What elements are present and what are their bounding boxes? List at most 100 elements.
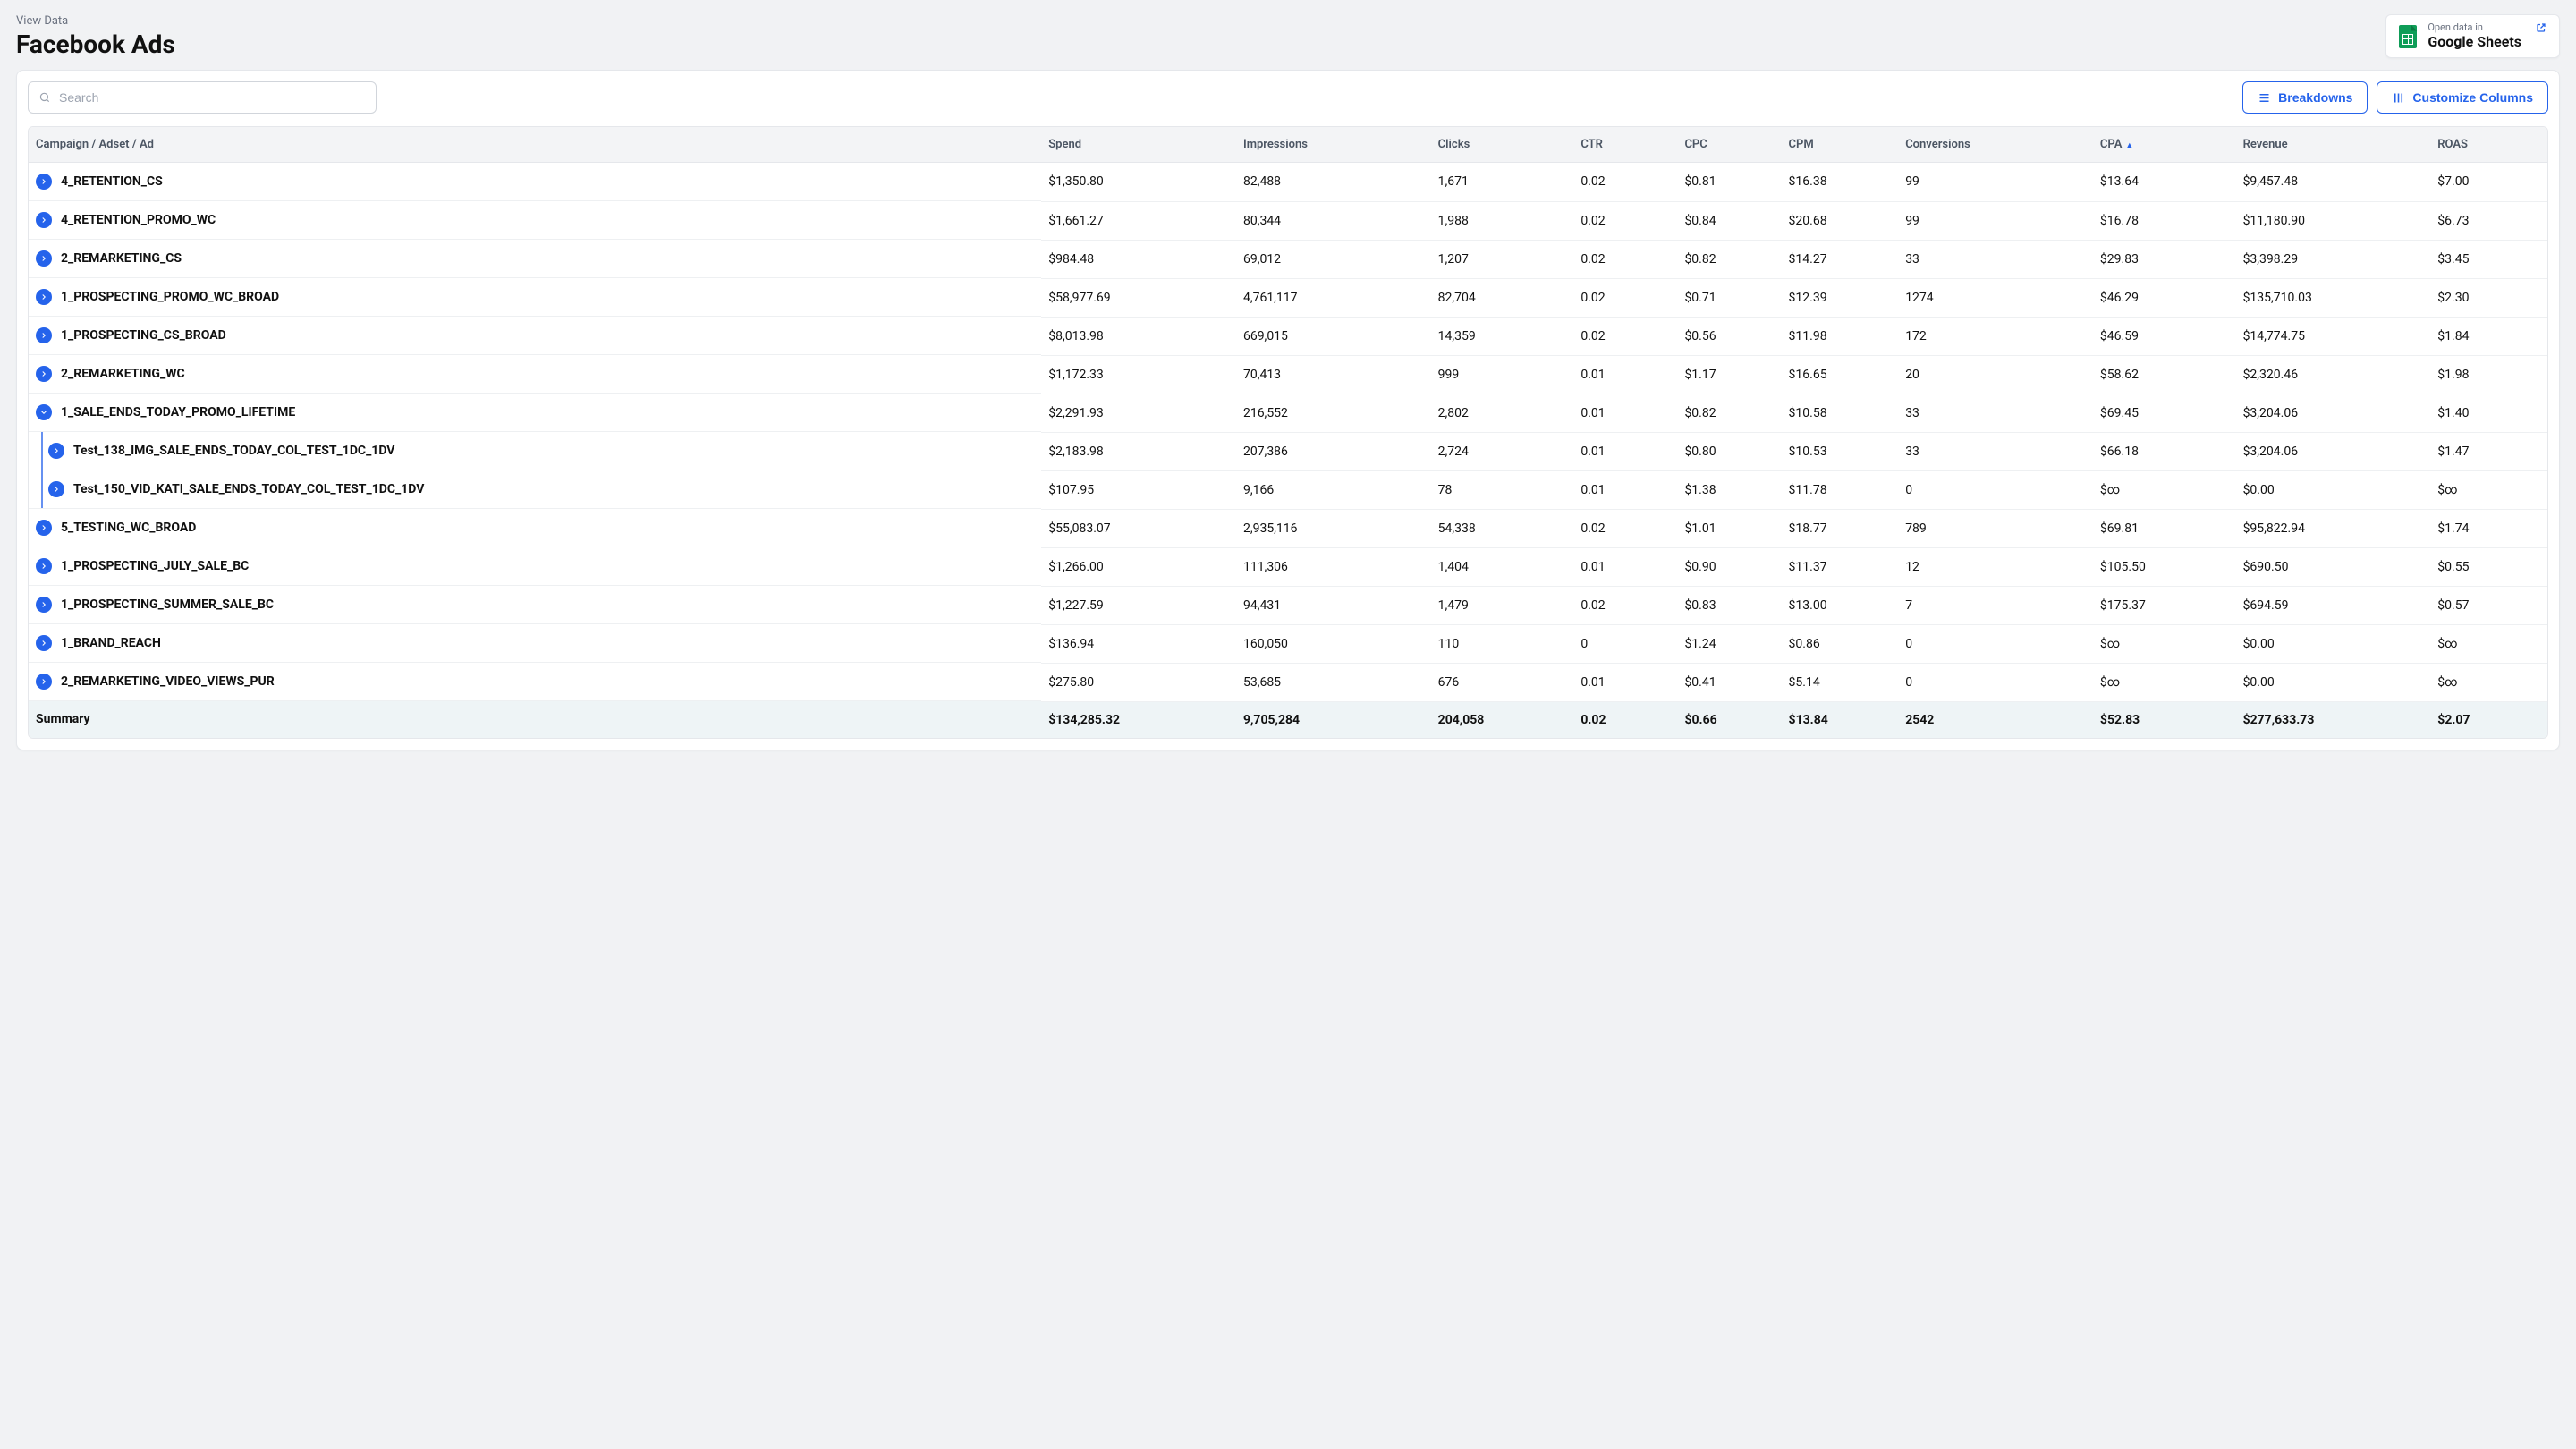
cell-ctr: 0.01 <box>1573 663 1677 701</box>
open-google-sheets-button[interactable]: Open data in Google Sheets <box>2385 14 2560 58</box>
cell-conversions: 33 <box>1898 240 2093 278</box>
cell-cpc: $0.83 <box>1677 586 1781 624</box>
cell-impressions: 160,050 <box>1236 624 1431 663</box>
campaigns-table: Campaign / Adset / Ad Spend Impressions … <box>29 127 2547 738</box>
cell-cpm: $10.53 <box>1782 432 1899 470</box>
col-cpa[interactable]: CPA▲ <box>2093 127 2236 163</box>
google-sheets-icon <box>2399 25 2417 48</box>
cell-ctr: 0.01 <box>1573 547 1677 586</box>
summary-row: Summary$134,285.329,705,284204,0580.02$0… <box>29 701 2547 738</box>
col-roas[interactable]: ROAS <box>2430 127 2547 163</box>
search-input[interactable] <box>28 81 377 114</box>
cell-revenue: $3,398.29 <box>2236 240 2431 278</box>
cell-cpa: $46.29 <box>2093 278 2236 317</box>
table-row: 5_TESTING_WC_BROAD$55,083.072,935,11654,… <box>29 509 2547 547</box>
cell-cpc: $0.41 <box>1677 663 1781 701</box>
summary-label: Summary <box>29 701 1041 738</box>
expand-row-button[interactable] <box>36 289 52 305</box>
cell-spend: $55,083.07 <box>1041 509 1236 547</box>
cell-roas: $7.00 <box>2430 163 2547 202</box>
col-revenue[interactable]: Revenue <box>2236 127 2431 163</box>
cell-ctr: 0 <box>1573 624 1677 663</box>
cell-roas: $1.40 <box>2430 394 2547 432</box>
cell-cpm: $18.77 <box>1782 509 1899 547</box>
data-card: Breakdowns Customize Columns Campaign / … <box>16 70 2560 750</box>
col-cpm[interactable]: CPM <box>1782 127 1899 163</box>
col-clicks[interactable]: Clicks <box>1431 127 1574 163</box>
row-name: 2_REMARKETING_VIDEO_VIEWS_PUR <box>29 663 1041 701</box>
cell-conversions: 0 <box>1898 624 2093 663</box>
col-impressions[interactable]: Impressions <box>1236 127 1431 163</box>
cell-cpa: $105.50 <box>2093 547 2236 586</box>
cell-ctr: 0.02 <box>1573 586 1677 624</box>
cell-clicks: 1,479 <box>1431 586 1574 624</box>
col-spend[interactable]: Spend <box>1041 127 1236 163</box>
expand-row-button[interactable] <box>36 558 52 574</box>
cell-cpa: $69.45 <box>2093 394 2236 432</box>
row-name: 1_PROSPECTING_SUMMER_SALE_BC <box>29 586 1041 624</box>
cell-ctr: 0.01 <box>1573 355 1677 394</box>
expand-row-button[interactable] <box>36 674 52 690</box>
expand-row-button[interactable] <box>48 481 64 497</box>
cell-spend: $2,291.93 <box>1041 394 1236 432</box>
cell-clicks: 1,207 <box>1431 240 1574 278</box>
cell-conversions: 1274 <box>1898 278 2093 317</box>
row-name: 2_REMARKETING_CS <box>29 240 1041 278</box>
cell-cpm: $0.86 <box>1782 624 1899 663</box>
cell-impressions: 4,761,117 <box>1236 278 1431 317</box>
expand-row-button[interactable] <box>36 404 52 420</box>
cell-revenue: $0.00 <box>2236 624 2431 663</box>
expand-row-button[interactable] <box>36 635 52 651</box>
cell-spend: $1,266.00 <box>1041 547 1236 586</box>
cell-impressions: 216,552 <box>1236 394 1431 432</box>
col-conversions[interactable]: Conversions <box>1898 127 2093 163</box>
table-row: 1_BRAND_REACH$136.94160,0501100$1.24$0.8… <box>29 624 2547 663</box>
col-name[interactable]: Campaign / Adset / Ad <box>29 127 1041 163</box>
customize-columns-button[interactable]: Customize Columns <box>2377 81 2548 114</box>
cell-cpm: $20.68 <box>1782 201 1899 240</box>
expand-row-button[interactable] <box>36 520 52 536</box>
cell-roas: $0.57 <box>2430 586 2547 624</box>
cell-revenue: $694.59 <box>2236 586 2431 624</box>
breakdowns-label: Breakdowns <box>2278 90 2352 105</box>
cell-cpa: $13.64 <box>2093 163 2236 202</box>
breadcrumb: View Data <box>16 14 175 28</box>
cell-spend: $1,350.80 <box>1041 163 1236 202</box>
col-cpc[interactable]: CPC <box>1677 127 1781 163</box>
table-row: Test_150_VID_KATI_SALE_ENDS_TODAY_COL_TE… <box>29 470 2547 509</box>
expand-row-button[interactable] <box>36 212 52 228</box>
breakdowns-button[interactable]: Breakdowns <box>2242 81 2368 114</box>
columns-icon <box>2392 91 2405 105</box>
expand-row-button[interactable] <box>36 597 52 613</box>
expand-row-button[interactable] <box>36 366 52 382</box>
cell-cpm: $16.38 <box>1782 163 1899 202</box>
expand-row-button[interactable] <box>36 250 52 267</box>
open-sheets-title: Google Sheets <box>2428 34 2521 50</box>
table-row: 1_PROSPECTING_SUMMER_SALE_BC$1,227.5994,… <box>29 586 2547 624</box>
cell-roas: $1.74 <box>2430 509 2547 547</box>
cell-cpc: $0.90 <box>1677 547 1781 586</box>
cell-ctr: 0.02 <box>1573 201 1677 240</box>
list-icon <box>2258 91 2271 105</box>
cell-spend: $1,227.59 <box>1041 586 1236 624</box>
table-row: 4_RETENTION_PROMO_WC$1,661.2780,3441,988… <box>29 201 2547 240</box>
cell-impressions: 94,431 <box>1236 586 1431 624</box>
cell-revenue: $95,822.94 <box>2236 509 2431 547</box>
col-ctr[interactable]: CTR <box>1573 127 1677 163</box>
cell-cpa: $175.37 <box>2093 586 2236 624</box>
cell-clicks: 54,338 <box>1431 509 1574 547</box>
cell-cpc: $1.17 <box>1677 355 1781 394</box>
cell-conversions: 7 <box>1898 586 2093 624</box>
cell-conversions: 33 <box>1898 432 2093 470</box>
expand-row-button[interactable] <box>48 443 64 459</box>
expand-row-button[interactable] <box>36 327 52 343</box>
table-row: Test_138_IMG_SALE_ENDS_TODAY_COL_TEST_1D… <box>29 432 2547 470</box>
cell-clicks: 14,359 <box>1431 317 1574 355</box>
cell-revenue: $690.50 <box>2236 547 2431 586</box>
cell-conversions: 789 <box>1898 509 2093 547</box>
cell-spend: $8,013.98 <box>1041 317 1236 355</box>
cell-ctr: 0.01 <box>1573 394 1677 432</box>
cell-clicks: 1,988 <box>1431 201 1574 240</box>
cell-revenue: $11,180.90 <box>2236 201 2431 240</box>
expand-row-button[interactable] <box>36 174 52 190</box>
